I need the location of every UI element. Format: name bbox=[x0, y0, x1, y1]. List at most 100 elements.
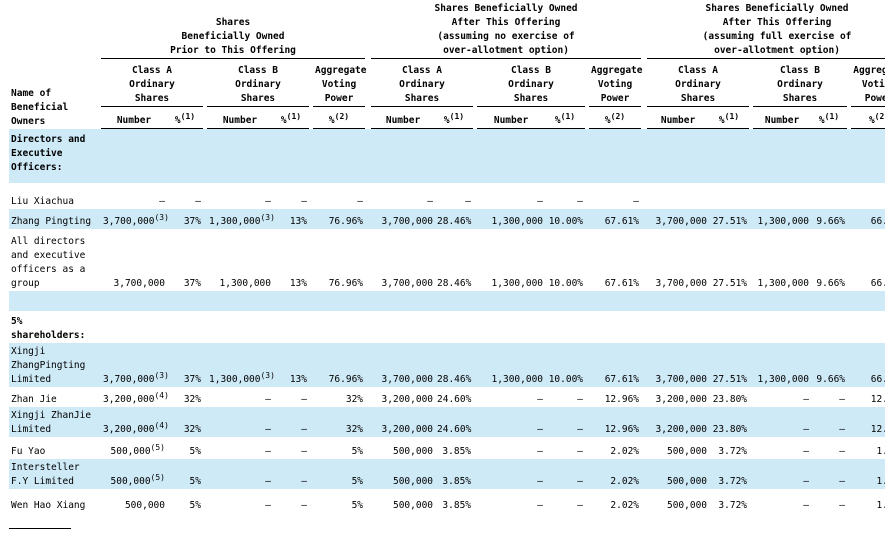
full-exercise-class-b-number-text: 1,300,000 bbox=[757, 277, 810, 289]
header-prior-offering: Shares Beneficially Owned Prior to This … bbox=[101, 2, 366, 59]
full-exercise-class-a-number: 500,000 bbox=[647, 489, 709, 513]
full-exercise-class-b-percent: 9.66% bbox=[811, 229, 847, 291]
full-exercise-class-b-percent: — bbox=[811, 458, 848, 489]
full-exercise-class-a-percent-text: 23.80% bbox=[712, 423, 748, 435]
footnote-ref: (3) bbox=[154, 370, 169, 380]
prior-voting-power-text: — bbox=[357, 195, 364, 207]
no-exercise-class-b-percent: — bbox=[545, 437, 585, 459]
prior-voting-power: 32% bbox=[313, 406, 366, 437]
no-exercise-voting-power-text: 2.02% bbox=[610, 475, 640, 487]
full-exercise-class-a-percent bbox=[709, 183, 749, 209]
full-exercise-voting-power-text: 66.40% bbox=[870, 373, 885, 385]
no-exercise-class-a-percent-text: 3.85% bbox=[442, 445, 472, 457]
full-exercise-class-a-number-text: 3,200,000 bbox=[655, 423, 708, 435]
prior-class-a-number-text: 500,000 bbox=[110, 475, 151, 487]
full-exercise-class-a-number: 3,700,000 bbox=[647, 342, 710, 387]
no-exercise-class-a-number: 500,000 bbox=[371, 437, 435, 459]
no-exercise-class-b-number: 1,300,000 bbox=[477, 208, 546, 229]
full-exercise-class-a-percent: 27.51% bbox=[709, 229, 749, 291]
owner-name: Fu Yao bbox=[9, 437, 97, 459]
no-exercise-class-b-number-text: — bbox=[537, 445, 544, 457]
full-exercise-class-a-percent-text: 27.51% bbox=[712, 215, 748, 227]
prior-class-a-number-text: 500,000 bbox=[110, 445, 151, 457]
prior-class-a-number: 3,700,000(3) bbox=[101, 208, 169, 229]
footnote-ref: (5) bbox=[150, 442, 165, 452]
header-after-no-exercise: Shares Beneficially Owned After This Off… bbox=[371, 2, 642, 59]
prior-voting-power: 32% bbox=[313, 387, 365, 407]
prior-class-b-percent: — bbox=[273, 437, 309, 459]
full-exercise-class-b-percent: — bbox=[811, 406, 848, 437]
no-exercise-class-b-number: — bbox=[477, 387, 545, 407]
prior-class-a-percent: 37% bbox=[167, 342, 203, 387]
owner-name: Zhang Pingting bbox=[9, 208, 97, 229]
no-exercise-class-a-number-text: 3,200,000 bbox=[381, 423, 434, 435]
voting-percent-header: %(2) bbox=[313, 106, 366, 129]
no-exercise-class-a-number-text: 3,200,000 bbox=[381, 393, 434, 405]
no-exercise-voting-power-text: — bbox=[633, 195, 640, 207]
full-exercise-voting-power: 1.99% bbox=[851, 489, 885, 513]
full-exercise-class-b-percent: 9.66% bbox=[811, 342, 848, 387]
prior-class-b-number: — bbox=[207, 406, 273, 437]
full-exercise-class-b-number-text: 1,300,000 bbox=[757, 215, 810, 227]
owner-name-text: Xingji ZhanJie Limited bbox=[11, 409, 92, 435]
full-exercise-class-b-percent bbox=[811, 183, 847, 209]
full-exercise-class-b-percent: — bbox=[811, 437, 847, 459]
spacer-row bbox=[9, 290, 885, 311]
header-class-a: Class A Ordinary Shares bbox=[101, 58, 203, 107]
prior-class-b-percent-text: — bbox=[301, 393, 307, 405]
prior-class-b-number-text: — bbox=[265, 423, 271, 435]
prior-voting-power-text: 5% bbox=[351, 499, 364, 511]
prior-class-a-number: — bbox=[101, 183, 167, 209]
owner-name-text: All directors and executive officers as … bbox=[11, 235, 86, 289]
full-exercise-class-a-number: 3,200,000 bbox=[647, 387, 709, 407]
prior-voting-power-text: 76.96% bbox=[328, 277, 364, 289]
no-exercise-class-a-number-text: 3,700,000 bbox=[381, 373, 434, 385]
full-exercise-class-a-number: 3,200,000 bbox=[647, 406, 710, 437]
prior-class-a-percent-text: 5% bbox=[189, 475, 201, 487]
owner-name: All directors and executive officers as … bbox=[9, 229, 97, 291]
footnote-separator bbox=[9, 528, 71, 529]
no-exercise-class-b-percent-text: — bbox=[577, 393, 584, 405]
no-exercise-class-b-percent-text: 10.00% bbox=[548, 373, 584, 385]
no-exercise-class-b-percent-text: — bbox=[577, 499, 584, 511]
full-exercise-class-b-number-text: 1,300,000 bbox=[757, 373, 810, 385]
prior-class-b-percent: 13% bbox=[273, 208, 309, 229]
section-label-text: 5% shareholders: bbox=[11, 315, 86, 341]
no-exercise-voting-power: 2.02% bbox=[589, 489, 641, 513]
no-exercise-class-a-number: 3,200,000 bbox=[371, 387, 435, 407]
table-row: Intersteller F.Y Limited 500,000(5) 5% — —5%… bbox=[9, 458, 885, 489]
footnote-ref: (3) bbox=[260, 212, 275, 222]
prior-class-a-number-text: 3,700,000 bbox=[103, 373, 155, 385]
prior-class-b-number-text: — bbox=[265, 475, 271, 487]
no-exercise-class-a-number: 3,700,000 bbox=[371, 208, 436, 229]
full-exercise-class-b-percent-text: 9.66% bbox=[816, 215, 846, 227]
no-exercise-class-b-percent: — bbox=[545, 406, 586, 437]
header-class-b: Class B Ordinary Shares bbox=[753, 58, 848, 107]
prior-class-a-percent: 37% bbox=[167, 229, 203, 291]
full-exercise-class-a-number bbox=[647, 183, 709, 209]
no-exercise-class-a-number-text: 3,700,000 bbox=[381, 215, 434, 227]
full-exercise-class-b-percent-text: — bbox=[839, 393, 846, 405]
prior-class-b-percent: — bbox=[273, 406, 309, 437]
prior-voting-power-text: 76.96% bbox=[328, 215, 364, 227]
no-exercise-class-b-percent: 10.00% bbox=[545, 342, 586, 387]
full-exercise-class-b-number: — bbox=[753, 437, 811, 459]
no-exercise-class-a-number: 3,700,000 bbox=[371, 229, 435, 291]
owner-name-text: Fu Yao bbox=[11, 445, 46, 457]
number-header: Number bbox=[477, 106, 546, 129]
owner-name: Zhan Jie bbox=[9, 387, 97, 407]
no-exercise-voting-power-text: 2.02% bbox=[610, 445, 640, 457]
prior-class-b-percent-text: — bbox=[301, 423, 307, 435]
prior-class-a-number: 3,700,000(3) bbox=[101, 342, 169, 387]
no-exercise-voting-power: 67.61% bbox=[589, 342, 642, 387]
prior-class-a-number: 500,000 bbox=[101, 489, 167, 513]
full-exercise-class-a-number: 3,700,000 bbox=[647, 229, 709, 291]
prior-voting-power-text: 76.96% bbox=[328, 373, 364, 385]
percent-header: %(1) bbox=[167, 106, 203, 129]
prior-class-b-number: — bbox=[207, 183, 273, 209]
prior-class-b-number-text: — bbox=[265, 445, 271, 457]
owner-name-text: Xingji ZhangPingting Limited bbox=[11, 345, 86, 385]
prior-class-a-percent-text: — bbox=[195, 195, 201, 207]
prior-voting-power: 76.96% bbox=[313, 342, 366, 387]
no-exercise-class-b-number: 1,300,000 bbox=[477, 342, 546, 387]
